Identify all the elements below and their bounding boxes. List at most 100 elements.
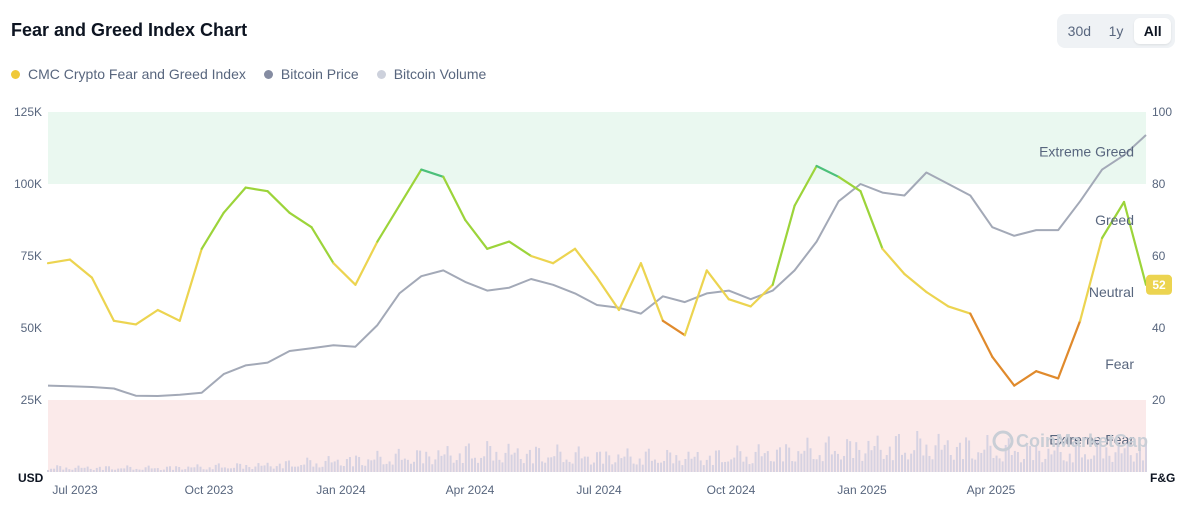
volume-bar (480, 457, 483, 472)
volume-bar (1135, 453, 1138, 472)
volume-bar (733, 457, 736, 472)
index-segment (793, 164, 818, 207)
index-segment (1100, 200, 1126, 240)
volume-bar (538, 448, 541, 472)
volume-bar (455, 460, 458, 472)
volume-bar (92, 469, 95, 472)
volume-bar (614, 462, 617, 472)
bitcoin-price-line (47, 134, 1147, 397)
range-1y-button[interactable]: 1y (1108, 23, 1124, 39)
volume-bar (946, 440, 949, 472)
volume-bar (559, 451, 562, 472)
volume-bar (797, 451, 800, 472)
legend-item-fear-greed[interactable]: CMC Crypto Fear and Greed Index (11, 66, 246, 82)
volume-bar (458, 453, 461, 472)
volume-bar (800, 453, 803, 472)
volume-bar (477, 462, 480, 472)
volume-bar (910, 453, 913, 472)
volume-bar (47, 469, 49, 472)
volume-bar (172, 469, 175, 472)
range-all-button[interactable]: All (1134, 18, 1172, 44)
volume-bar (897, 433, 900, 472)
volume-bar (626, 448, 629, 472)
volume-bar (525, 453, 528, 472)
volume-bar (702, 465, 705, 472)
volume-bar (836, 453, 839, 472)
volume-bar (1084, 454, 1086, 472)
volume-bar (470, 458, 473, 472)
volume-bar (291, 466, 293, 472)
volume-bar (904, 452, 907, 472)
volume-bar (724, 461, 727, 472)
volume-bar (71, 469, 74, 472)
volume-bar (992, 458, 995, 472)
index-segment (683, 269, 708, 337)
volume-bar (611, 464, 614, 472)
volume-bar (251, 469, 254, 472)
volume-bar (199, 466, 202, 472)
volume-bar (949, 455, 952, 472)
volume-bar (791, 461, 794, 472)
y-tick-label-right: 40 (1152, 321, 1166, 335)
extreme-greed-zone (48, 112, 1146, 184)
volume-bar (705, 459, 708, 472)
volume-bar (757, 444, 760, 472)
volume-bar (907, 459, 910, 472)
volume-bar (589, 464, 592, 472)
volume-bar (660, 462, 663, 472)
volume-bar (284, 461, 287, 472)
volume-bar (785, 444, 788, 472)
volume-bar (68, 469, 71, 472)
volume-bar (348, 457, 351, 472)
index-segment (881, 247, 906, 276)
volume-bar (742, 461, 745, 472)
volume-bar (95, 467, 98, 472)
range-30d-button[interactable]: 30d (1067, 23, 1092, 39)
volume-bar (394, 453, 397, 472)
volume-bar (772, 461, 775, 472)
volume-bar (553, 456, 556, 472)
volume-bar (144, 467, 147, 472)
volume-bar (321, 466, 324, 472)
volume-bar (809, 448, 812, 472)
volume-bar (193, 467, 196, 472)
volume-bar (760, 456, 763, 472)
legend-item-bitcoin-volume[interactable]: Bitcoin Volume (376, 66, 487, 82)
left-axis-unit: USD (18, 471, 44, 485)
volume-bar (894, 436, 897, 472)
volume-bar (1038, 450, 1041, 472)
volume-bar (531, 463, 534, 472)
volume-bar (303, 464, 306, 472)
y-tick-label-left: 75K (21, 249, 42, 263)
volume-bar (678, 460, 681, 472)
volume-bar (1108, 455, 1111, 472)
bitcoin-volume-bars (47, 430, 1147, 472)
legend-dot-icon (376, 69, 386, 79)
volume-bar (461, 462, 464, 472)
volume-bar (220, 467, 223, 472)
volume-bar (763, 453, 766, 472)
volume-bar (815, 459, 818, 472)
volume-bar (541, 461, 544, 472)
legend-item-bitcoin-price[interactable]: Bitcoin Price (263, 66, 359, 82)
volume-bar (486, 441, 489, 472)
volume-bar (690, 458, 693, 472)
volume-bar (80, 467, 83, 472)
volume-bar (882, 458, 885, 472)
volume-bar (1120, 453, 1123, 472)
volume-bar (827, 436, 830, 472)
volume-bar (495, 451, 498, 472)
legend-label: Bitcoin Volume (393, 66, 487, 82)
index-segment (288, 211, 313, 229)
volume-bar (1114, 452, 1117, 472)
volume-bar (684, 459, 687, 472)
volume-bar (955, 446, 958, 472)
volume-bar (901, 454, 903, 472)
volume-bar (535, 446, 537, 472)
volume-bar (223, 467, 226, 472)
volume-bar (324, 460, 327, 472)
index-segment (903, 272, 928, 294)
volume-bar (977, 452, 980, 472)
volume-bar (1093, 455, 1096, 472)
